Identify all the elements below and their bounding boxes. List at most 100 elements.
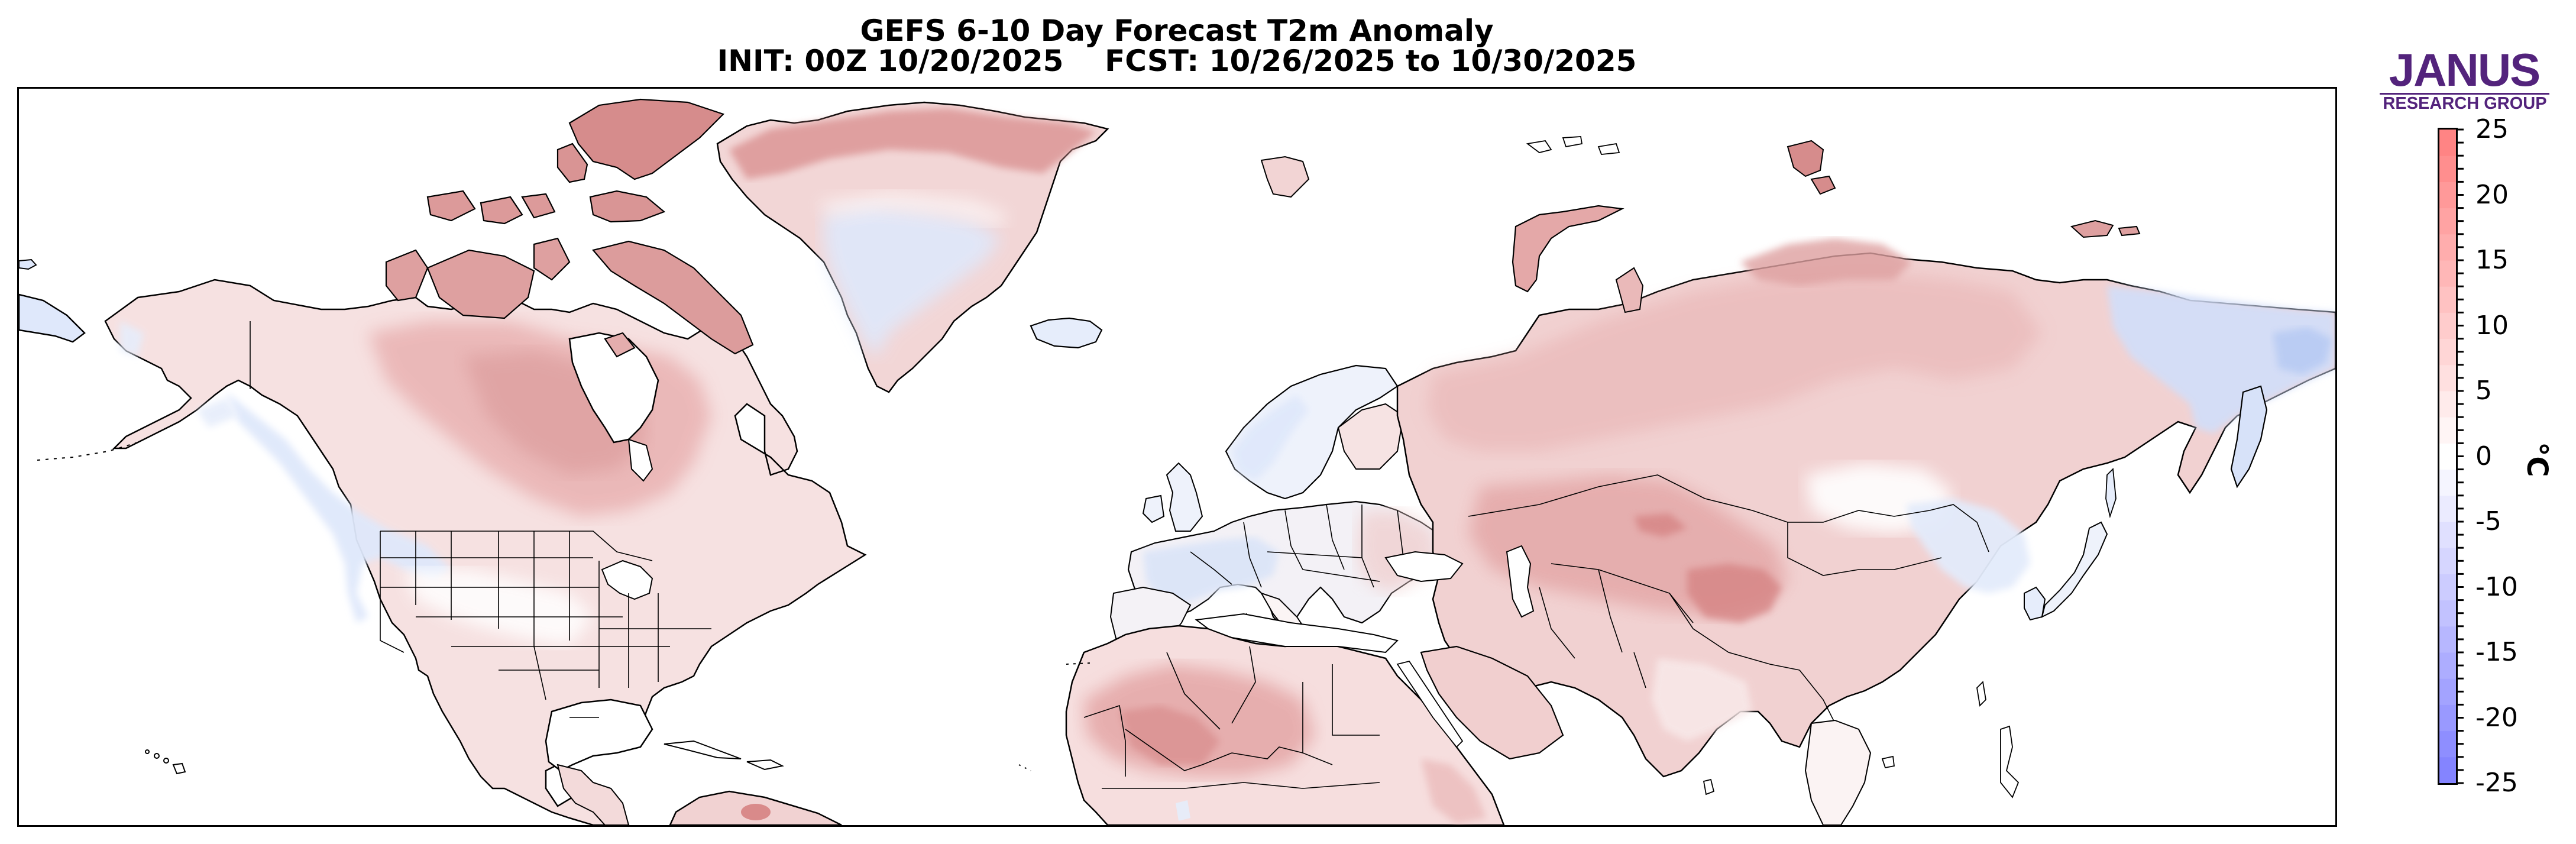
- east-africa-warm: [1421, 759, 1486, 824]
- far-east-russia-cool: [2107, 286, 2335, 434]
- colorbar-gradient: [2439, 130, 2456, 783]
- iceland: [1030, 317, 1103, 349]
- map-frame: [17, 87, 2337, 827]
- james-bay: [627, 438, 653, 482]
- northeast-china-cool: [1906, 499, 2030, 593]
- central-america: [556, 764, 630, 825]
- hainan: [1881, 755, 1895, 769]
- europe-country-borders: [1190, 504, 1404, 588]
- colorbar-tick-label: 5: [2475, 376, 2492, 406]
- us-state-borders: [250, 321, 711, 718]
- severnaya-zemlya: [1787, 140, 1836, 195]
- arabia: [1420, 645, 1564, 760]
- southampton-island: [604, 332, 636, 358]
- colorbar-tick-label: -25: [2475, 768, 2518, 798]
- japan: [2041, 521, 2108, 618]
- colorbar-level: [2439, 338, 2456, 366]
- finland: [1337, 403, 1404, 470]
- colorbar-tick-label: -10: [2475, 571, 2518, 602]
- hispaniola: [746, 759, 785, 771]
- wrangel-island: [19, 258, 37, 270]
- region-europe: [1109, 364, 1446, 651]
- axel-heiberg: [556, 143, 588, 183]
- far-east-russia-cold-core: [2273, 327, 2332, 374]
- colorbar-level: [2439, 678, 2456, 705]
- aleutian-islands: [37, 442, 138, 461]
- colorbar-level: [2439, 364, 2456, 392]
- gulf-of-mexico: [545, 699, 653, 772]
- colorbar-tick-label: 10: [2475, 310, 2509, 341]
- venezuela-warm-spot: [741, 804, 771, 820]
- janus-logo: JANUS RESEARCH GROUP: [2371, 44, 2549, 113]
- sahara-warm-core: [1119, 706, 1220, 765]
- greenland-interior-cool: [824, 206, 1001, 357]
- yamal-peninsula: [1615, 267, 1644, 313]
- colorbar-tick-label: -20: [2475, 702, 2518, 733]
- colorbar-level: [2439, 652, 2456, 679]
- franz-josef-land: [1526, 136, 1620, 155]
- colorbar-level: [2439, 286, 2456, 313]
- colorbar-level: [2439, 156, 2456, 182]
- colorbar-level: [2439, 391, 2456, 418]
- france-cool: [1143, 537, 1279, 605]
- new-siberian-islands: [2070, 219, 2141, 238]
- colorbar-ticks: [2456, 128, 2464, 784]
- ellesmere-island: [568, 98, 725, 180]
- siberia-warm-anomaly: [1427, 271, 2042, 451]
- colorbar-level: [2439, 626, 2456, 653]
- region-africa: [1018, 613, 1564, 825]
- colorbar-level: [2439, 600, 2456, 627]
- chukotka-west-edge: [19, 293, 86, 343]
- region-greenland: [716, 101, 1109, 393]
- logo-divider: [2380, 93, 2549, 95]
- baffin-island: [592, 240, 754, 355]
- colorbar-level: [2439, 182, 2456, 209]
- devon-island: [589, 190, 666, 223]
- colorbar-tick-label: 20: [2475, 179, 2509, 210]
- norway-cool: [1232, 395, 1309, 481]
- colorbar: [2438, 128, 2458, 785]
- colorbar-level: [2439, 234, 2456, 261]
- chart-subtitle: INIT: 00Z 10/20/2025 FCST: 10/26/2025 to…: [717, 44, 1637, 78]
- sri-lanka: [1703, 778, 1715, 796]
- novaya-zemlya: [1512, 205, 1624, 293]
- west-africa-cool-spot: [1176, 800, 1190, 821]
- colorbar-level: [2439, 574, 2456, 601]
- colorbar-level: [2439, 443, 2456, 470]
- colorbar-level: [2439, 495, 2456, 522]
- cuba: [664, 740, 742, 759]
- southeast-asia: [1804, 719, 1872, 825]
- colorbar-level: [2439, 417, 2456, 444]
- colorbar-unit-label: °C: [2520, 442, 2554, 477]
- hudson-bay: [568, 332, 659, 444]
- great-lakes: [601, 560, 653, 600]
- india-mild: [1652, 658, 1752, 741]
- alaska-cool-anomaly: [120, 321, 238, 428]
- greenland-ice-cap-neutral: [818, 191, 1007, 227]
- pacific-northwest-cool-anomaly: [226, 392, 451, 623]
- tibet-warm-core: [1634, 513, 1782, 623]
- colorbar-level: [2439, 208, 2456, 235]
- colorbar-level: [2439, 469, 2456, 496]
- colorbar-tick-label: 0: [2475, 441, 2492, 471]
- taymyr-warm-anomaly: [1740, 238, 1912, 286]
- taiwan: [1976, 681, 1986, 707]
- region-north-america: [19, 258, 867, 825]
- black-sea: [1384, 551, 1464, 583]
- colorbar-level: [2439, 548, 2456, 574]
- parry-islands: [426, 190, 556, 225]
- red-sea: [1396, 660, 1464, 748]
- colorbar-level: [2439, 730, 2456, 758]
- region-asia: [1260, 136, 2335, 825]
- philippines: [2000, 725, 2020, 798]
- colorbar-level: [2439, 522, 2456, 548]
- colorbar-tick-label: 25: [2475, 114, 2509, 144]
- colorbar-level: [2439, 260, 2456, 287]
- korea: [2024, 586, 2046, 621]
- logo-subtitle: RESEARCH GROUP: [2383, 94, 2547, 113]
- kamchatka: [2230, 385, 2268, 489]
- hawaii: [145, 749, 186, 775]
- logo-wordmark: JANUS: [2389, 44, 2541, 96]
- greenland-north-warm: [729, 108, 1096, 179]
- chart-title: GEFS 6-10 Day Forecast T2m Anomaly: [860, 14, 1494, 48]
